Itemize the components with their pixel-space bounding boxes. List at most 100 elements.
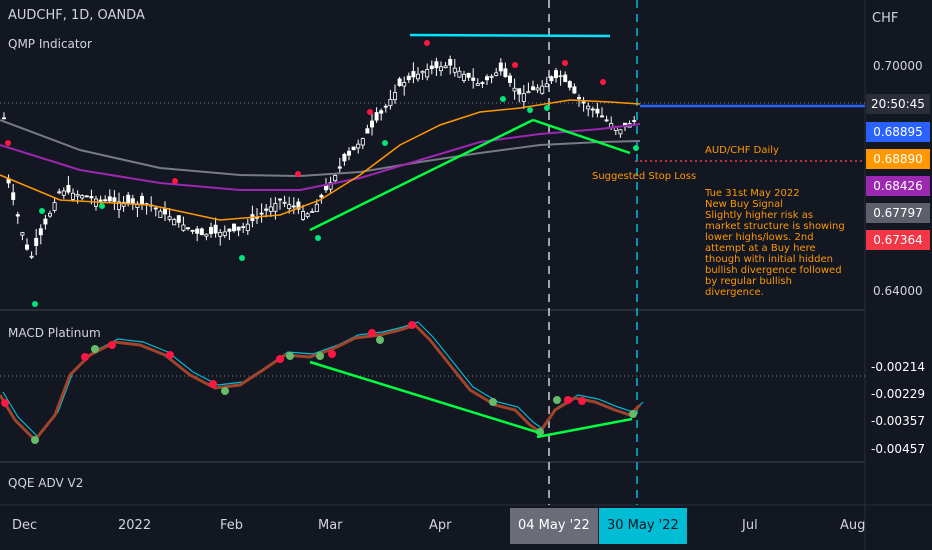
candle-body — [448, 58, 453, 66]
candle-body — [195, 228, 200, 234]
candle-body — [208, 226, 213, 235]
candle-body — [245, 223, 250, 232]
candle-body — [162, 208, 167, 215]
candle-body — [507, 75, 512, 83]
candle-body — [563, 74, 568, 82]
buy-signal-dot — [39, 208, 45, 214]
candle-body — [342, 153, 347, 162]
candle-body — [572, 86, 577, 94]
time-label-mar: Mar — [318, 518, 343, 533]
macd-tag-4: -0.00457 — [871, 442, 925, 456]
candle-body — [586, 105, 591, 110]
macd-buy-dot — [286, 352, 294, 360]
annotation-line-3: Slightly higher risk as market structure… — [705, 210, 845, 298]
candle-body — [241, 226, 246, 229]
candle-body — [231, 223, 236, 232]
candle-body — [29, 255, 34, 258]
candle-body — [52, 202, 57, 211]
candle-body — [103, 199, 108, 202]
candle-body — [199, 228, 204, 236]
annotation-line-1: Tue 31st May 2022 — [705, 188, 800, 199]
candle-body — [411, 71, 416, 78]
candle-body — [471, 77, 476, 81]
candle-body — [388, 99, 393, 106]
candle-body — [632, 120, 637, 122]
candle-body — [369, 120, 374, 128]
candle-body — [227, 228, 232, 232]
candle-body — [38, 228, 43, 236]
candle-body — [337, 166, 342, 169]
candle-body — [604, 119, 609, 122]
buy-signal-dot — [527, 107, 533, 113]
candle-body — [461, 73, 466, 81]
candle-body — [24, 244, 29, 250]
time-label-apr: Apr — [429, 518, 452, 533]
candle-body — [590, 108, 595, 111]
candle-body — [204, 233, 209, 237]
candle-body — [333, 174, 338, 182]
candle-body — [57, 191, 62, 194]
price-tick-1: 0.70000 — [873, 59, 923, 73]
candle-body — [112, 197, 117, 202]
candle-body — [282, 201, 287, 204]
currency-label: CHF — [872, 11, 899, 26]
macd-buy-dot — [489, 398, 497, 406]
candle-body — [406, 75, 411, 81]
candle-body — [167, 216, 172, 220]
candle-body — [71, 192, 76, 200]
candle-body — [360, 138, 365, 146]
candle-body — [172, 219, 177, 226]
candle-body — [259, 212, 264, 215]
macd-sell-dot — [276, 355, 284, 363]
macd-buy-dot — [316, 352, 324, 360]
trendline-2 — [532, 118, 631, 155]
candle-body — [494, 72, 499, 76]
candle-body — [443, 65, 448, 69]
candle-body — [489, 75, 494, 78]
candle-body — [549, 76, 554, 82]
time-label-dec: Dec — [12, 518, 38, 533]
candle-body — [84, 195, 89, 198]
candle-body — [544, 83, 549, 88]
candle-body — [314, 203, 319, 213]
macd-sell-dot — [408, 321, 416, 329]
macd-buy-dot — [376, 336, 384, 344]
ema-orange-line — [0, 99, 641, 221]
macd-tag-3: -0.00357 — [871, 414, 925, 428]
macd-buy-dot — [221, 387, 229, 395]
sell-signal-dot — [562, 60, 568, 66]
buy-signal-dot — [382, 140, 388, 146]
candle-body — [577, 96, 582, 100]
annotation-line-2: New Buy Signal — [705, 199, 784, 210]
macd-line — [0, 323, 642, 443]
sell-signal-dot — [512, 62, 518, 68]
candle-body — [153, 207, 158, 210]
price-tick-2: 0.64000 — [873, 284, 923, 298]
candle-body — [466, 72, 471, 78]
buy-signal-dot — [633, 145, 639, 151]
candle-body — [618, 129, 623, 135]
candle-body — [434, 61, 439, 69]
candle-body — [498, 62, 503, 72]
candle-body — [319, 194, 324, 198]
candle-body — [185, 227, 190, 230]
candle-body — [379, 110, 384, 114]
candle-body — [218, 232, 223, 237]
candle-body — [15, 214, 20, 217]
candle-body — [190, 229, 195, 232]
candle-body — [323, 185, 328, 191]
candle-body — [98, 199, 103, 202]
candle-body — [181, 224, 186, 231]
candle-body — [158, 210, 163, 218]
candle-body — [89, 196, 94, 199]
candle-body — [452, 67, 457, 73]
candle-body — [130, 198, 135, 204]
macd-tag-1: -0.00214 — [871, 360, 925, 374]
candle-body — [310, 211, 315, 213]
candle-body — [328, 182, 333, 190]
sell-signal-dot — [424, 40, 430, 46]
time-label-feb: Feb — [220, 518, 244, 533]
candle-body — [291, 205, 296, 208]
candle-body — [521, 93, 526, 102]
